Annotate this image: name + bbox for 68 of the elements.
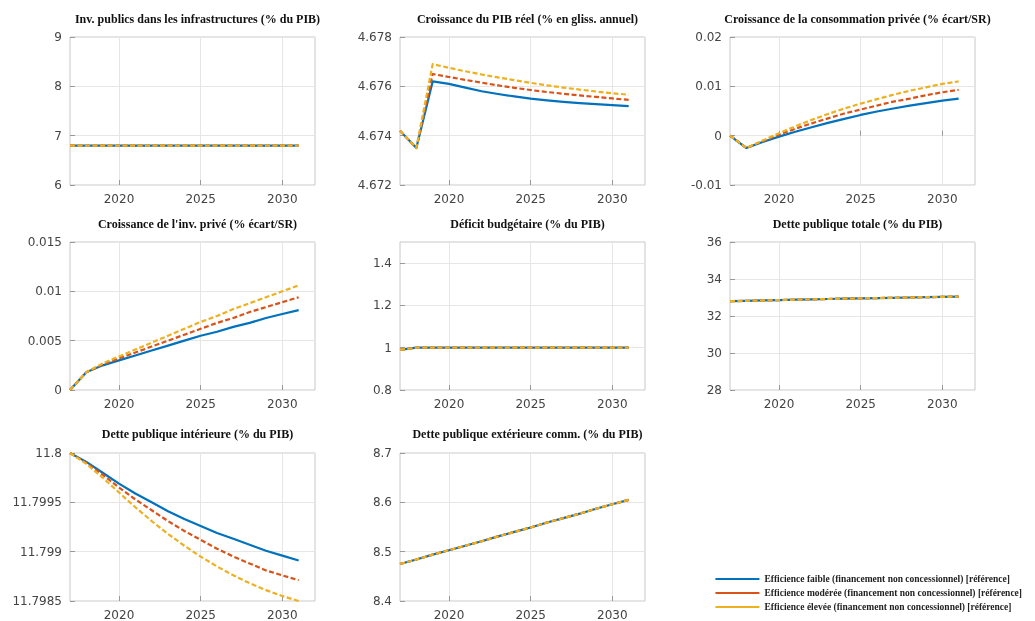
x-tick-label: 2025: [845, 192, 876, 206]
y-tick-label: 9: [54, 30, 62, 44]
y-tick-label: 11.8: [35, 446, 62, 460]
y-tick-label: 0.01: [695, 79, 722, 94]
y-tick-label: 1.4: [372, 256, 392, 271]
legend-label: Efficience faible (financement non concessionnel) [référence]: [764, 574, 1010, 585]
chart-title: Dette publique totale (% du PIB): [772, 217, 943, 231]
y-tick-label: 8.5: [372, 544, 392, 559]
legend-label: Efficience élevée (financement non concessionnel) [référence]: [764, 602, 1012, 613]
chart-title: Croissance de la consommation privée (% écart/SR): [724, 12, 991, 26]
x-tick-label: 2020: [433, 192, 465, 206]
x-tick-label: 2020: [433, 608, 465, 621]
y-tick-label: 1: [384, 340, 392, 355]
y-tick-label: 30: [706, 346, 722, 360]
x-tick-label: 2020: [433, 397, 465, 411]
x-tick-label: 2025: [185, 192, 216, 206]
x-tick-label: 2020: [763, 397, 795, 411]
y-tick-label: 0.01: [35, 284, 62, 299]
y-tick-label: 4.678: [357, 30, 392, 44]
y-tick-label: 0.005: [27, 333, 62, 348]
chart-title: Croissance de l'inv. privé (% écart/SR): [97, 217, 298, 231]
chart-title: Dette publique extérieure comm. (% du PIB): [412, 427, 643, 441]
y-tick-label: 32: [706, 309, 722, 323]
x-tick-label: 2020: [103, 608, 135, 621]
y-tick-label: 34: [706, 272, 722, 286]
x-tick-label: 2030: [267, 397, 298, 411]
chart-title: Dette publique intérieure (% du PIB): [101, 427, 294, 441]
x-tick-label: 2030: [597, 192, 628, 206]
chart-title: Croissance du PIB réel (% en gliss. annuel): [416, 12, 639, 26]
y-tick-label: 0.8: [372, 383, 392, 397]
x-tick-label: 2030: [267, 608, 298, 621]
y-tick-label: 4.676: [357, 79, 392, 94]
y-tick-label: 8.6: [372, 495, 392, 510]
x-tick-label: 2025: [515, 608, 546, 621]
y-tick-label: 8: [54, 79, 62, 94]
x-tick-label: 2020: [103, 192, 135, 206]
y-tick-label: 11.7995: [12, 495, 62, 510]
x-tick-label: 2030: [927, 192, 958, 206]
y-tick-label: 1.2: [372, 298, 392, 313]
y-tick-label: 8.7: [372, 446, 392, 460]
y-tick-label: 0: [54, 383, 62, 397]
y-tick-label: 0.015: [27, 235, 62, 249]
y-tick-label: 4.674: [357, 128, 392, 143]
x-tick-label: 2030: [597, 608, 628, 621]
y-tick-label: -0.01: [690, 178, 722, 192]
x-tick-label: 2020: [763, 192, 795, 206]
y-tick-label: 8.4: [372, 594, 392, 608]
x-tick-label: 2030: [267, 192, 298, 206]
y-tick-label: 6: [54, 178, 62, 192]
x-tick-label: 2025: [515, 397, 546, 411]
y-tick-label: 36: [706, 235, 722, 249]
y-tick-label: 4.672: [357, 178, 392, 192]
y-tick-label: 11.7985: [12, 594, 62, 608]
y-tick-label: 28: [706, 383, 722, 397]
y-tick-label: 0.02: [695, 30, 722, 44]
chart-title: Inv. publics dans les infrastructures (% du PIB): [74, 12, 321, 26]
chart-title: Déficit budgétaire (% du PIB): [450, 217, 605, 231]
legend-label: Efficience modérée (financement non concessionnel) [référence]: [764, 588, 1022, 599]
x-tick-label: 2030: [927, 397, 958, 411]
x-tick-label: 2025: [185, 608, 216, 621]
x-tick-label: 2025: [185, 397, 216, 411]
y-tick-label: 0: [714, 128, 722, 143]
x-tick-label: 2020: [103, 397, 135, 411]
x-tick-label: 2025: [515, 192, 546, 206]
x-tick-label: 2030: [597, 397, 628, 411]
x-tick-label: 2025: [845, 397, 876, 411]
y-tick-label: 11.799: [20, 544, 62, 559]
y-tick-label: 7: [54, 128, 62, 143]
